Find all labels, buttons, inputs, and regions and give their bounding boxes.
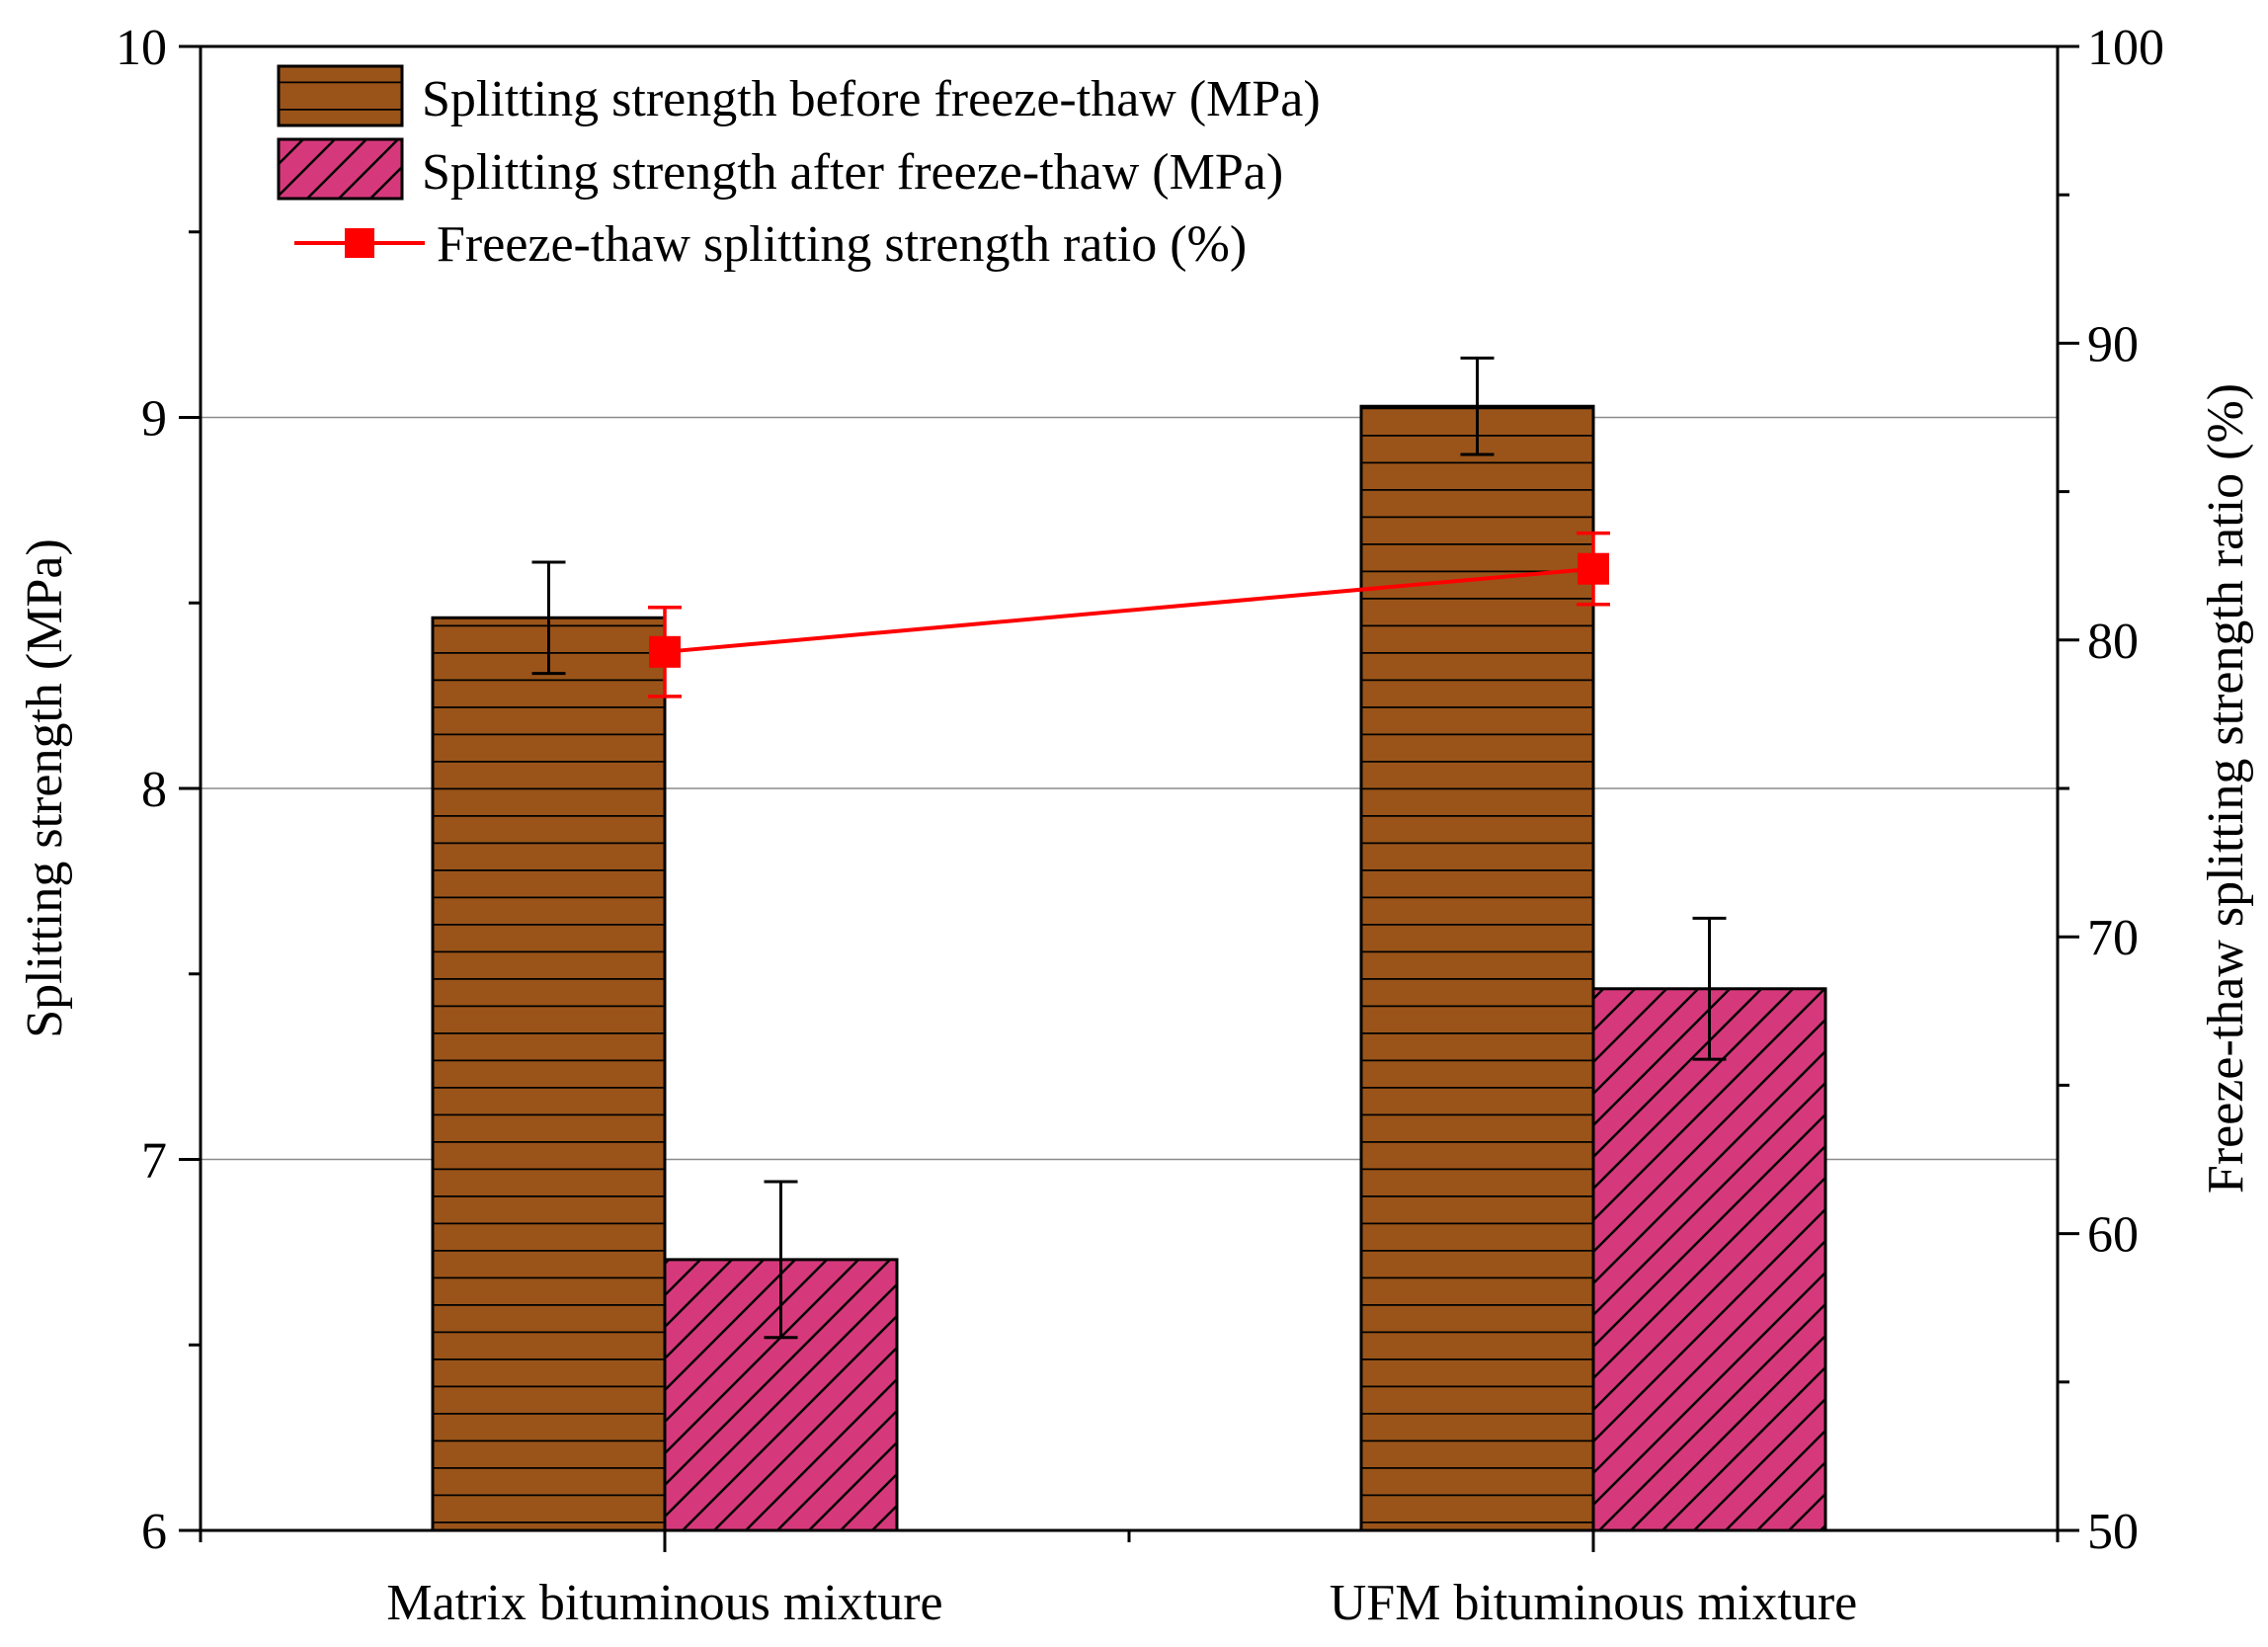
legend-marker-ratio xyxy=(345,228,374,258)
bar-pattern-0-0 xyxy=(433,618,665,1530)
y-axis-title: Splitting strength (MPa) xyxy=(17,538,73,1038)
bars xyxy=(431,404,1827,1532)
ratio-line xyxy=(664,566,1594,654)
left-tick-label-8: 8 xyxy=(141,762,167,818)
legend: Splitting strength before freeze-thaw (M… xyxy=(277,64,1321,273)
right-tick-label-90: 90 xyxy=(2087,316,2139,372)
left-tick-label-6: 6 xyxy=(141,1504,167,1560)
left-tick-label-10: 10 xyxy=(116,20,167,76)
x-axis-ticks: Matrix bituminous mixture UFM bituminous … xyxy=(199,1530,2060,1631)
ratio-marker-1 xyxy=(1578,552,1609,585)
right-tick-label-80: 80 xyxy=(2087,614,2139,670)
bar-pattern-0-1 xyxy=(1361,406,1593,1530)
legend-label-after: Splitting strength after freeze-thaw (MP… xyxy=(422,144,1283,201)
error-bars xyxy=(531,356,1727,1340)
legend-label-before: Splitting strength before freeze-thaw (M… xyxy=(422,71,1321,127)
ratio-line-series xyxy=(648,531,1610,699)
x-tick-label-0: Matrix bituminous mixture xyxy=(386,1575,942,1631)
legend-label-ratio: Freeze-thaw splitting strength ratio (%) xyxy=(437,216,1247,273)
right-tick-label-100: 100 xyxy=(2087,20,2164,76)
right-tick-label-70: 70 xyxy=(2087,910,2139,966)
bar-pattern-1-1 xyxy=(1593,988,1825,1530)
right-tick-label-50: 50 xyxy=(2087,1504,2139,1560)
x-tick-label-1: UFM bituminous mixture xyxy=(1330,1575,1857,1631)
y2-axis-title: Freeze-thaw splitting strength ratio (%) xyxy=(2198,383,2254,1194)
left-tick-label-7: 7 xyxy=(141,1133,167,1190)
right-axis-ticks: 50 60 70 80 90 100 xyxy=(2058,20,2164,1560)
left-tick-label-9: 9 xyxy=(141,391,167,448)
left-axis-ticks: 6 7 8 9 10 xyxy=(116,20,201,1560)
right-tick-label-60: 60 xyxy=(2087,1207,2139,1264)
ratio-marker-0 xyxy=(649,635,681,668)
